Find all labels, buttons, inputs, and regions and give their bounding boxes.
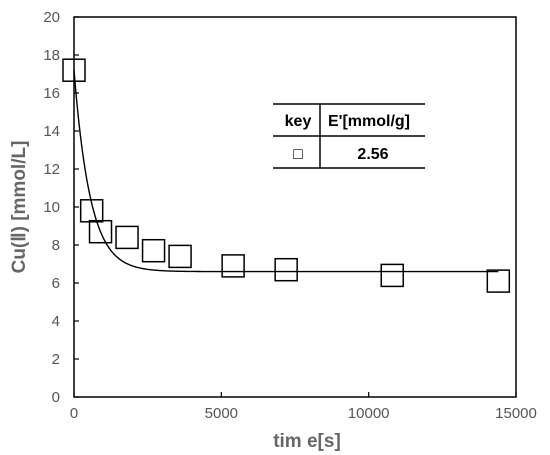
y-tick-label: 4 xyxy=(52,313,60,330)
y-tick-label: 14 xyxy=(43,123,60,140)
y-tick-label: 10 xyxy=(43,199,60,216)
y-tick-label: 2 xyxy=(52,351,60,368)
y-tick-label: 0 xyxy=(52,389,60,406)
x-axis-title: tim e[s] xyxy=(273,431,341,452)
y-tick-label: 20 xyxy=(43,9,60,26)
data-point-square xyxy=(62,58,86,82)
legend-header-key: key xyxy=(285,113,312,130)
legend-header-value: E'[mmol/g] xyxy=(328,113,410,130)
x-tick-label: 10000 xyxy=(348,405,390,422)
x-tick-label: 15000 xyxy=(495,405,537,422)
legend-row-value: 2.56 xyxy=(357,146,388,163)
y-tick-label: 16 xyxy=(43,85,60,102)
y-tick-label: 6 xyxy=(52,275,60,292)
data-point-square xyxy=(168,244,192,269)
data-point-square xyxy=(79,199,104,223)
legend-table: key E'[mmol/g] □ 2.56 xyxy=(273,103,425,169)
y-tick-label: 18 xyxy=(43,47,60,64)
plot-area: 0 2 4 6 8 10 12 14 16 18 20 0 5000 10000 15000 xyxy=(43,9,537,422)
data-point-square xyxy=(88,219,113,244)
data-point-square xyxy=(115,225,139,250)
x-tick-label: 5000 xyxy=(205,405,238,422)
y-tick-label: 12 xyxy=(43,161,60,178)
data-point-square xyxy=(274,257,298,282)
plot-frame xyxy=(73,16,517,398)
fit-curve xyxy=(73,70,499,273)
y-tick-label: 8 xyxy=(52,237,60,254)
data-point-square xyxy=(380,263,404,288)
data-point-square xyxy=(486,269,511,293)
legend-row-key-symbol: □ xyxy=(293,146,303,163)
y-axis-title: Cu(Ⅱ) [mmol/L] xyxy=(9,141,30,274)
x-tick-label: 0 xyxy=(70,405,78,422)
data-point-square xyxy=(221,254,245,278)
data-point-square xyxy=(141,238,166,263)
